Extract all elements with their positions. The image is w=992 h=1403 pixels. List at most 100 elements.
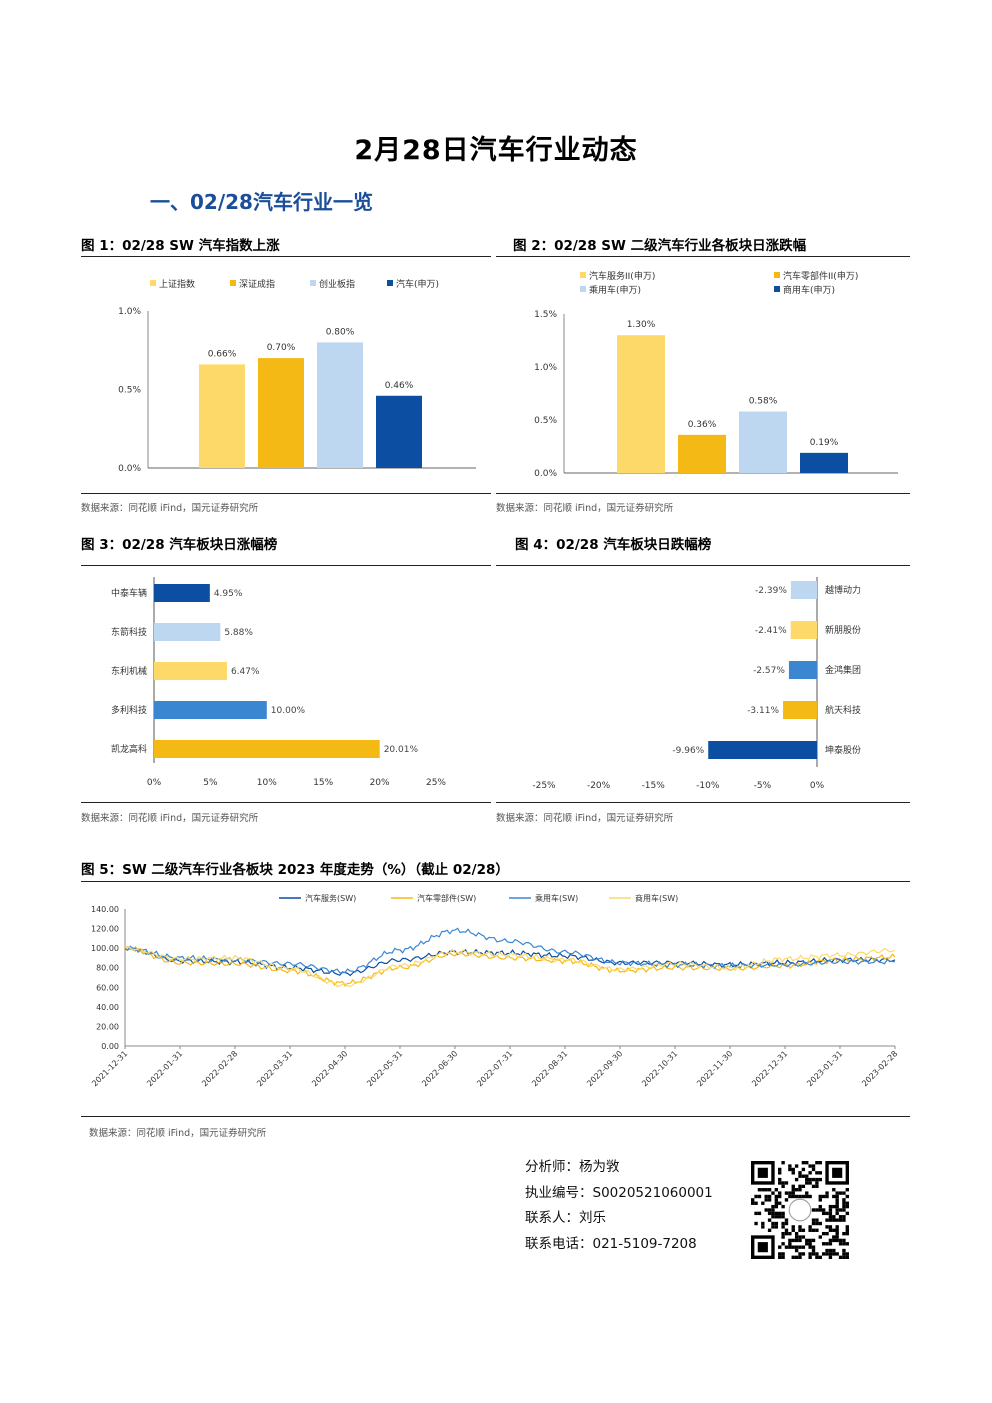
qr-module (842, 1238, 846, 1243)
qr-module (835, 1238, 839, 1243)
qr-module (818, 1171, 822, 1175)
x-tick-label: 2022-05-31 (365, 1049, 404, 1088)
qr-module (805, 1194, 809, 1199)
legend-swatch (310, 280, 316, 286)
qr-module (811, 1248, 816, 1253)
bar (199, 364, 245, 468)
qr-module (828, 1242, 833, 1246)
qr-module (801, 1174, 806, 1178)
data-label: 1.30% (627, 320, 656, 330)
qr-module (811, 1208, 816, 1212)
data-label: 5.88% (224, 628, 253, 638)
qr-module (774, 1194, 779, 1199)
qr-finder (832, 1167, 843, 1178)
qr-module (798, 1255, 802, 1259)
data-label: 6.47% (231, 667, 260, 677)
qr-module (821, 1231, 826, 1236)
qr-module (811, 1177, 816, 1182)
qr-module (781, 1255, 785, 1259)
fig5-title: 图 5：SW 二级汽车行业各板块 2023 年度走势（%）（截止 02/28） (81, 862, 509, 878)
qr-module (781, 1225, 785, 1229)
qr-logo (788, 1198, 812, 1222)
qr-module (781, 1211, 785, 1216)
qr-module (784, 1218, 789, 1222)
qr-module (784, 1245, 789, 1249)
x-tick-label: -25% (532, 781, 556, 791)
fig2-title: 图 2：02/28 SW 二级汽车行业各板块日涨跌幅 (513, 238, 807, 254)
qr-module (761, 1225, 765, 1229)
qr-module (794, 1188, 799, 1192)
qr-module (838, 1218, 843, 1222)
bar (154, 701, 267, 719)
qr-module (791, 1188, 795, 1192)
qr-module (757, 1211, 762, 1216)
series-line (124, 945, 896, 987)
qr-module (784, 1231, 789, 1236)
fig2-bar-chart: 汽车服务II(申万) 汽车零部件II(申万) 乘用车(申万) 商用车(申万) 0.0% 0… (534, 270, 898, 479)
qr-module (815, 1171, 819, 1175)
qr-module (825, 1191, 829, 1195)
qr-module (835, 1198, 839, 1202)
qr-module (794, 1245, 799, 1249)
x-tick-label: 25% (426, 778, 446, 788)
qr-module (794, 1194, 799, 1199)
qr-module (794, 1235, 799, 1239)
qr-module (794, 1238, 799, 1243)
fig1-source: 数据来源：同花顺 iFind，国元证券研究所 (81, 503, 259, 514)
qr-module (832, 1248, 836, 1253)
qr-module (828, 1225, 833, 1229)
qr-module (821, 1208, 826, 1212)
bar (317, 342, 363, 468)
x-tick-label: 0% (147, 778, 162, 788)
qr-module (811, 1218, 816, 1222)
legend-swatch (230, 280, 236, 286)
qr-module (825, 1194, 829, 1199)
qr-module (845, 1231, 849, 1236)
qr-module (825, 1211, 829, 1216)
x-tick-label: -5% (754, 781, 772, 791)
y-tick-label: 20.00 (96, 1022, 119, 1031)
data-label: 0.70% (267, 343, 296, 353)
qr-module (784, 1181, 789, 1185)
fig4-bottom-rule (496, 802, 910, 803)
qr-module (778, 1167, 782, 1172)
qr-module (825, 1242, 829, 1246)
bar (788, 661, 817, 679)
fig5-line-chart: 汽车服务(SW) 汽车零部件(SW) 乘用车(SW) 商用车(SW) 0.00 20.00… (90, 893, 899, 1088)
qr-module (818, 1255, 822, 1259)
x-tick-label: 2022-01-31 (145, 1049, 184, 1088)
qr-module (788, 1194, 792, 1199)
legend-swatch (774, 286, 780, 292)
data-label: 0.36% (688, 420, 717, 430)
qr-module (825, 1231, 829, 1236)
qr-module (771, 1191, 775, 1195)
qr-module (764, 1198, 768, 1202)
qr-module (815, 1208, 819, 1212)
y-tick-label: 0.0% (534, 469, 557, 479)
qr-module (835, 1191, 839, 1195)
qr-module (778, 1245, 782, 1249)
qr-module (835, 1235, 839, 1239)
qr-module (788, 1231, 792, 1236)
qr-module (832, 1238, 836, 1243)
fig3-hbar-chart: 0% 5% 10% 15% 20% 25% 中泰车辆 4.95% 东箭科技 5.88% 东利机械 6.… (111, 577, 446, 788)
qr-module (778, 1255, 782, 1259)
qr-module (781, 1252, 785, 1256)
qr-module (835, 1225, 839, 1229)
legend-label: 上证指数 (159, 278, 195, 290)
qr-module (757, 1188, 762, 1192)
qr-module (754, 1201, 758, 1205)
x-tick-label: 5% (203, 778, 218, 788)
qr-module (805, 1238, 809, 1243)
contact-person: 联系人：刘乐 (525, 1210, 606, 1227)
qr-module (761, 1201, 765, 1205)
qr-module (791, 1238, 795, 1243)
qr-module (798, 1238, 802, 1243)
qr-module (818, 1208, 822, 1212)
qr-module (774, 1188, 779, 1192)
qr-finder (757, 1242, 768, 1253)
fig3-top-rule (81, 565, 491, 566)
qr-module (794, 1231, 799, 1236)
qr-module (815, 1221, 819, 1226)
qr-module (801, 1245, 806, 1249)
